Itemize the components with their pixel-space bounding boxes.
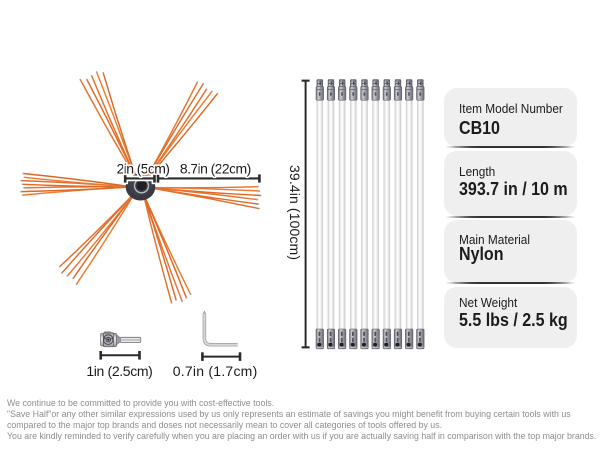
svg-text:39.4in (100cm): 39.4in (100cm) xyxy=(287,165,303,260)
svg-text:2in (5cm): 2in (5cm) xyxy=(117,161,170,177)
svg-text:1in (2.5cm): 1in (2.5cm) xyxy=(86,363,153,379)
svg-text:8.7in (22cm): 8.7in (22cm) xyxy=(180,161,251,177)
svg-text:0.7in (1.7cm): 0.7in (1.7cm) xyxy=(173,363,258,379)
